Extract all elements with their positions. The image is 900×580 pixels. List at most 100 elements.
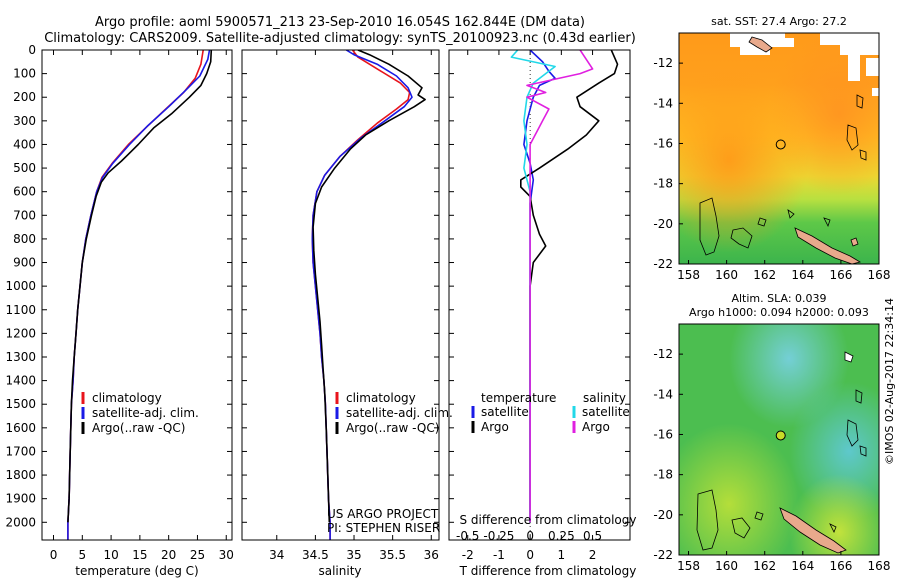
- difference-frame: [448, 49, 631, 541]
- x-tick-label: 1: [558, 548, 566, 562]
- x-tick-label: -1: [493, 548, 505, 562]
- y-tick-label: 600: [13, 185, 36, 199]
- difference-series: [510, 50, 619, 540]
- legend-label-argo: Argo(..raw -QC): [92, 421, 185, 435]
- y-tick-label: 1900: [5, 492, 36, 506]
- map-y-tick-label: -22: [653, 257, 673, 271]
- legend-heading-salinity: salinity: [583, 391, 626, 405]
- map-y-tick-label: -14: [653, 96, 673, 110]
- legend-label-satellite: satellite-adj. clim.: [92, 406, 199, 420]
- salinity-frame: [241, 49, 440, 541]
- series-s-argo: [526, 50, 594, 523]
- x-tick-label: 35.5: [379, 548, 406, 562]
- series-t-argo: [519, 50, 619, 523]
- map-x-tick-label: 158: [677, 559, 700, 573]
- y-tick-label: 100: [13, 67, 36, 81]
- legend-label-s-argo: Argo: [582, 420, 610, 434]
- x-tick-label: 2: [589, 548, 597, 562]
- x-tick-label: 34.5: [302, 548, 329, 562]
- map-x-tick-label: 160: [715, 268, 738, 282]
- project-annotation: US ARGO PROJECT: [327, 507, 439, 521]
- y-tick-label: 500: [13, 161, 36, 175]
- s-tick-label: -0.5: [456, 529, 479, 543]
- sla-coastlines: [696, 351, 867, 554]
- temperature-xlabel: temperature (deg C): [75, 564, 198, 578]
- temperature-legend: climatology satellite-adj. clim. Argo(..…: [81, 391, 199, 435]
- map-y-tick-label: -18: [653, 468, 673, 482]
- map-x-tick-label: 158: [677, 268, 700, 282]
- sla-map-panel: Altim. SLA: 0.039 Argo h1000: 0.094 h200…: [653, 292, 890, 573]
- map-x-tick-label: 162: [753, 268, 776, 282]
- x-tick-label: 36: [424, 548, 439, 562]
- y-tick-label: 2000: [5, 515, 36, 529]
- depth-axis: 0 100 200 300 400 500 600 700 800 900 1000 1100 1200…: [5, 43, 232, 529]
- map-x-tick-label: 166: [829, 268, 852, 282]
- render-timestamp: ©IMOS 02-Aug-2017 22:34:14: [883, 298, 896, 465]
- temperature-series: [67, 50, 213, 540]
- temperature-frame: [41, 49, 233, 541]
- map-y-tick-label: -16: [653, 427, 673, 441]
- legend-label-t-satellite: satellite: [481, 405, 529, 419]
- s-difference-ticklabels: -0.5 -0.25 0 0.25 0.5: [456, 529, 602, 543]
- y-tick-label: 1700: [5, 444, 36, 458]
- y-tick-label: 1200: [5, 326, 36, 340]
- temperature-axis: 0 5 10 15 20 25 30: [50, 50, 234, 562]
- legend-label-argo: Argo(..raw -QC): [346, 421, 439, 435]
- x-tick-label: 35: [346, 548, 361, 562]
- y-tick-label: 1300: [5, 350, 36, 364]
- x-tick-label: 5: [78, 548, 86, 562]
- x-tick-label: 10: [103, 548, 118, 562]
- s-tick-label: 0.25: [548, 529, 575, 543]
- y-tick-label: 1400: [5, 374, 36, 388]
- x-tick-label: 0: [526, 548, 534, 562]
- sla-map-frame: [678, 323, 880, 556]
- salinity-xlabel: salinity: [318, 564, 361, 578]
- y-tick-label: 0: [28, 43, 36, 57]
- sst-map-frame: [678, 32, 880, 265]
- legend-heading-temperature: temperature: [481, 391, 556, 405]
- x-tick-label: 25: [190, 548, 205, 562]
- pi-annotation: PI: STEPHEN RISER: [327, 521, 440, 535]
- map-x-tick-label: 160: [715, 559, 738, 573]
- s-tick-label: -0.25: [483, 529, 514, 543]
- salinity-panel: 34 34.5 35 35.5 36 salinity climatology sate…: [241, 49, 453, 578]
- map-x-tick-label: 166: [829, 559, 852, 573]
- temperature-panel: 0100200300400500600700800900100011001200…: [5, 43, 233, 578]
- map-y-tick-label: -12: [653, 347, 673, 361]
- map-x-tick-label: 164: [791, 559, 814, 573]
- map-y-tick-label: -16: [653, 136, 673, 150]
- y-tick-label: 700: [13, 208, 36, 222]
- sst-map-title: sat. SST: 27.4 Argo: 27.2: [711, 15, 847, 28]
- map-y-tick-label: -18: [653, 177, 673, 191]
- salinity-axis: 34 34.5 35 35.5 36: [269, 50, 439, 562]
- x-tick-label: 30: [219, 548, 234, 562]
- y-tick-label: 1000: [5, 279, 36, 293]
- sst-float-marker: [775, 139, 786, 150]
- legend-label-climatology: climatology: [346, 391, 416, 405]
- map-y-tick-label: -14: [653, 387, 673, 401]
- y-tick-label: 1100: [5, 303, 36, 317]
- x-tick-label: 15: [132, 548, 147, 562]
- y-tick-label: 300: [13, 114, 36, 128]
- salinity-depth-ticks: [242, 49, 439, 523]
- series-argo-raw-qc: [67, 50, 213, 523]
- map-y-tick-label: -22: [653, 548, 673, 562]
- y-tick-label: 1500: [5, 397, 36, 411]
- map-x-tick-label: 162: [753, 559, 776, 573]
- salinity-legend: climatology satellite-adj. clim. Argo(..…: [335, 391, 453, 435]
- sst-map-panel: sat. SST: 27.4 Argo: 27.2: [653, 15, 890, 282]
- x-tick-label: 34: [269, 548, 284, 562]
- sla-map-axes: 158 160 162 164 166 168 -12 -14 -16 -18 -20 -22: [653, 347, 890, 573]
- x-tick-label: 20: [161, 548, 176, 562]
- s-tick-label: 0: [526, 529, 534, 543]
- map-y-tick-label: -12: [653, 56, 673, 70]
- y-tick-label: 1600: [5, 421, 36, 435]
- map-x-tick-label: 168: [868, 268, 891, 282]
- x-tick-label: -2: [462, 548, 474, 562]
- series-climatology: [67, 50, 204, 540]
- series-argo-raw-qc: [312, 50, 426, 523]
- sla-map-subtitle: Argo h1000: 0.094 h2000: 0.093: [689, 306, 869, 319]
- sst-coastlines: [699, 36, 867, 264]
- difference-legend: temperature salinity satellite Argo sate…: [471, 391, 630, 434]
